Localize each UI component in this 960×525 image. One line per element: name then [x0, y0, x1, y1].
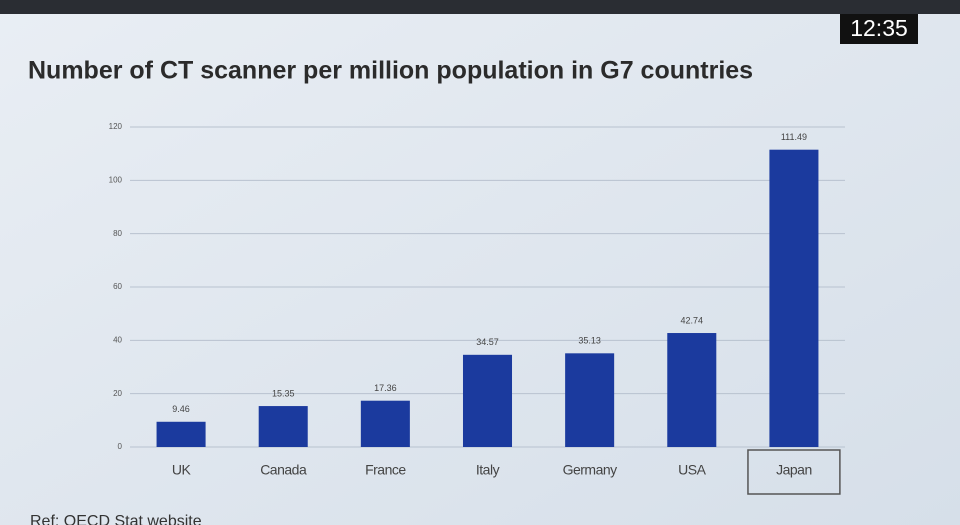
y-tick-label: 60	[113, 282, 122, 291]
bar	[462, 354, 513, 447]
timestamp-box	[840, 14, 918, 44]
y-tick-label: 20	[113, 389, 122, 398]
bar	[360, 400, 410, 447]
bar	[156, 421, 206, 447]
value-label: 15.35	[272, 388, 295, 398]
x-tick-label: Canada	[260, 462, 307, 478]
bar	[667, 333, 717, 447]
x-tick-label: USA	[678, 462, 706, 478]
timestamp: 12:35	[850, 15, 908, 41]
value-label: 35.13	[578, 336, 601, 346]
bar	[769, 149, 819, 447]
value-label: 111.49	[781, 132, 807, 142]
y-tick-label: 120	[109, 122, 123, 131]
y-tick-label: 80	[113, 229, 122, 238]
x-tick-label: UK	[172, 462, 192, 478]
bar	[258, 406, 308, 447]
chart-title: Number of CT scanner per million populat…	[28, 57, 753, 85]
bar	[565, 353, 615, 447]
x-tick-label: Germany	[563, 462, 618, 478]
value-label: 17.36	[374, 383, 397, 393]
category-highlight	[747, 449, 841, 495]
x-tick-label: Italy	[476, 462, 500, 478]
y-tick-label: 0	[118, 442, 123, 451]
x-tick-label: France	[365, 462, 406, 478]
value-label: 34.57	[476, 337, 499, 347]
y-tick-label: 40	[113, 335, 122, 344]
x-tick-label: Japan	[776, 462, 812, 478]
value-label: 9.46	[172, 404, 190, 414]
top-strip	[0, 0, 960, 14]
source-note: Ref: OECD Stat website	[30, 513, 202, 525]
value-label: 42.74	[681, 315, 704, 325]
y-tick-label: 100	[109, 175, 123, 184]
